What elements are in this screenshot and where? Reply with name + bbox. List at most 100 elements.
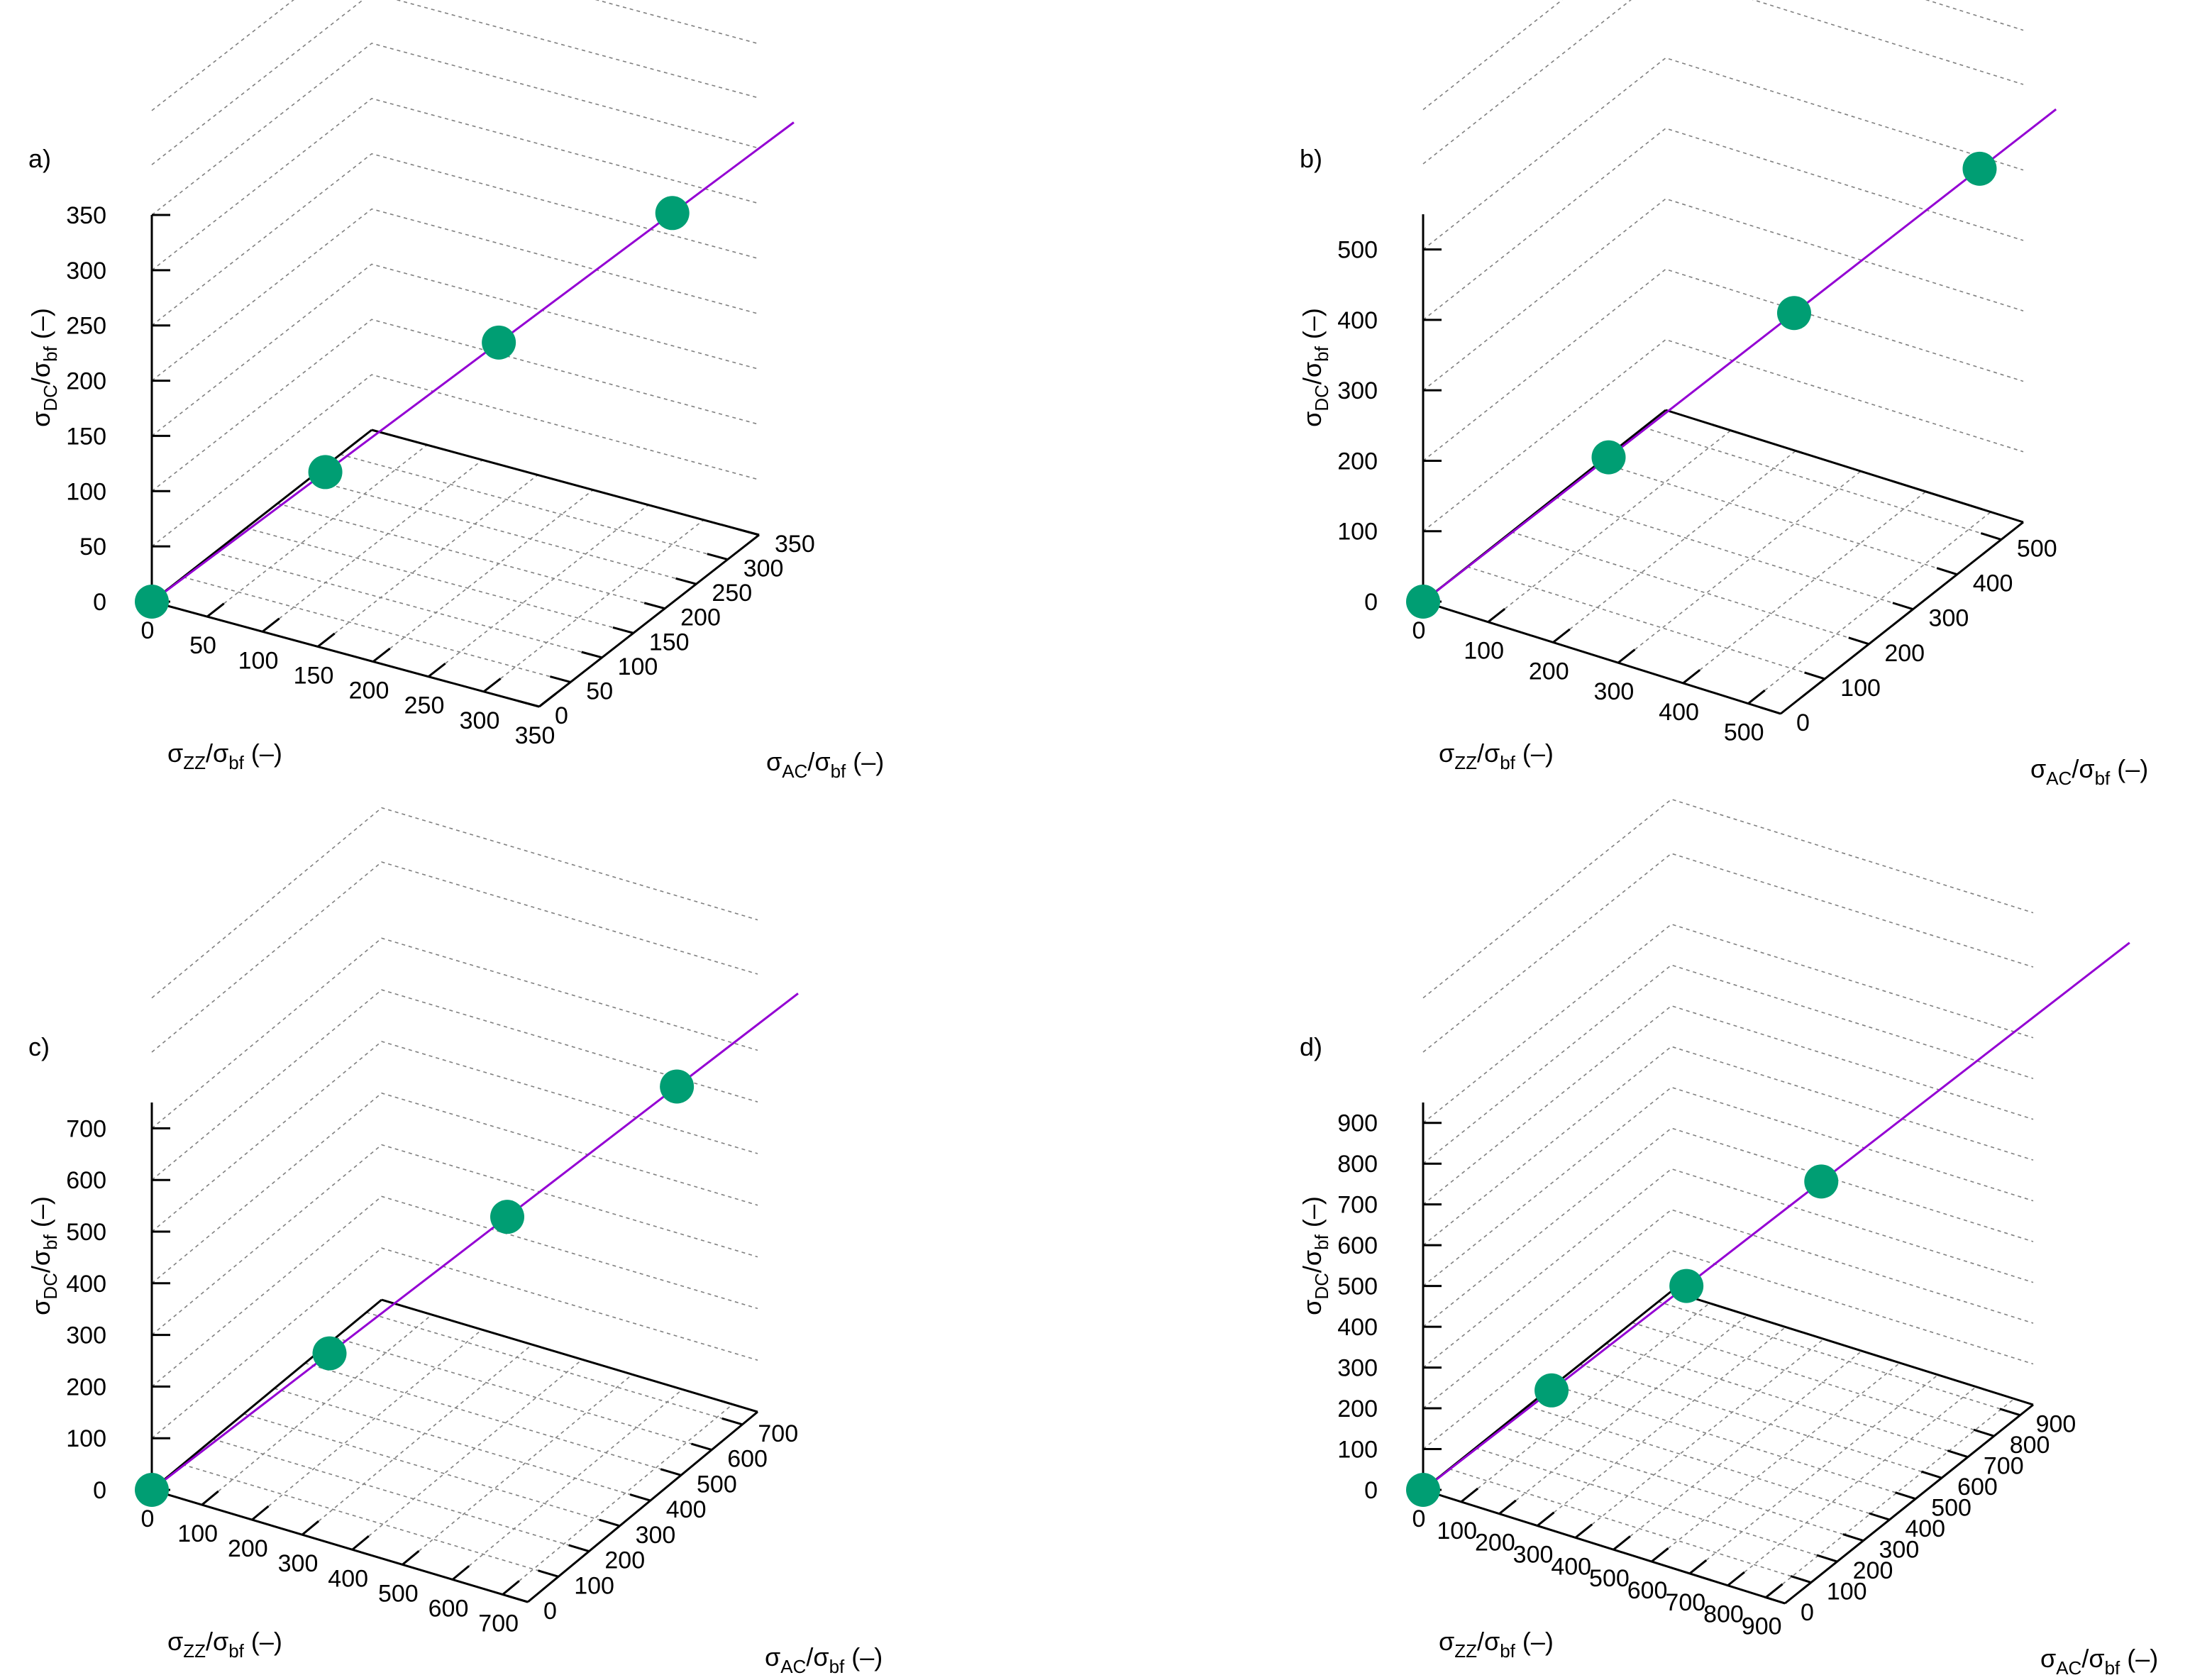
y-tick	[1764, 1596, 1786, 1605]
x-tick-label: 0	[141, 617, 155, 644]
grid-line	[1422, 853, 2034, 1053]
grid-line	[1575, 1338, 1825, 1538]
grid-line	[335, 1337, 712, 1451]
x-tick-label: 250	[404, 692, 445, 719]
z-tick-label: 400	[1337, 307, 1378, 334]
y-tick-label: 200	[604, 1547, 645, 1574]
data-point	[135, 585, 169, 619]
grid-line	[1613, 1350, 1862, 1550]
grid-line	[1501, 1426, 1864, 1542]
grid-line	[213, 1438, 590, 1552]
grid-line	[1422, 57, 2024, 250]
y-tick-label: 300	[636, 1522, 676, 1549]
data-point	[1406, 1473, 1440, 1507]
grid-line	[251, 1329, 482, 1520]
y-tick	[660, 1468, 682, 1476]
y-tick-label: 400	[1905, 1515, 1945, 1542]
grid-line	[1579, 1364, 1942, 1479]
panel-d: 0 100200300400500600700800900010020030040…	[1298, 798, 2158, 1679]
grid-line	[1488, 430, 1732, 623]
x-tick-label: 0	[1412, 617, 1426, 644]
y-tick-label: 100	[1840, 675, 1881, 702]
y-tick-label: 100	[1827, 1579, 1867, 1606]
y-axis-label: σAC/σbf (–)	[2040, 1644, 2158, 1679]
x-tick-label: 500	[378, 1580, 419, 1607]
y-tick-label: 700	[758, 1420, 798, 1447]
x-tick-label: 200	[349, 678, 389, 704]
z-axis-label: σDC/σbf (–)	[1298, 1196, 1332, 1315]
y-tick	[568, 1544, 590, 1552]
z-tick-label: 100	[66, 1425, 106, 1452]
y-tick	[1936, 567, 1958, 576]
z-tick-label: 100	[1337, 519, 1378, 546]
panel-label: b)	[1300, 144, 1322, 173]
grid-line	[1605, 1342, 1969, 1458]
y-tick	[1947, 1449, 1969, 1459]
data-point	[482, 325, 516, 360]
y-axis-label: σAC/σbf (–)	[765, 1642, 883, 1677]
x-tick	[1574, 1523, 1593, 1539]
y-tick	[1816, 1554, 1838, 1563]
y-tick-label: 150	[649, 629, 690, 656]
grid-line	[352, 1359, 583, 1550]
panel-label: d)	[1300, 1032, 1322, 1061]
far-axis	[1671, 1290, 2034, 1406]
z-tick-label: 900	[1337, 1110, 1378, 1137]
x-tick	[262, 617, 280, 633]
grid-line	[151, 1092, 758, 1284]
y-tick-label: 200	[1853, 1557, 1893, 1584]
y-tick	[612, 626, 634, 634]
z-tick-label: 300	[66, 258, 106, 284]
grid-line	[151, 0, 760, 111]
panel-a: 0501001502002503003500501001502002503003…	[26, 0, 884, 782]
x-tick-label: 800	[1703, 1601, 1744, 1628]
grid-line	[274, 1388, 651, 1501]
grid-line	[1422, 1046, 2034, 1246]
x-tick-label: 200	[1529, 658, 1569, 685]
grid-line	[483, 519, 704, 692]
grid-line	[502, 1403, 734, 1596]
x-tick	[538, 692, 557, 708]
panel-label: c)	[28, 1032, 50, 1061]
y-tick-label: 300	[743, 556, 784, 582]
grid-line	[151, 43, 760, 216]
x-tick	[1613, 1535, 1631, 1551]
z-tick-label: 600	[66, 1167, 106, 1194]
x-tick	[1498, 1499, 1517, 1515]
grid-line	[1617, 470, 1862, 663]
grid-line	[1632, 1322, 1994, 1437]
x-tick	[1747, 689, 1766, 704]
grid-line	[402, 1374, 633, 1565]
grid-line	[151, 937, 758, 1129]
y-tick	[1804, 671, 1825, 680]
x-axis-label: σZZ/σbf (–)	[167, 739, 282, 773]
z-tick-label: 400	[1337, 1314, 1378, 1341]
x-tick-label: 100	[238, 647, 279, 674]
fit-line	[151, 993, 799, 1491]
y-axis-label: σAC/σbf (–)	[766, 747, 884, 782]
grid-line	[1765, 1398, 2015, 1598]
z-tick-label: 200	[1337, 448, 1378, 475]
y-tick-label: 900	[2036, 1411, 2076, 1438]
fit-line	[1422, 941, 2130, 1491]
y-tick-label: 0	[555, 702, 568, 729]
z-tick-label: 250	[66, 313, 106, 340]
z-tick-label: 700	[66, 1115, 106, 1142]
x-tick-label: 400	[328, 1565, 368, 1592]
fit-line	[151, 121, 795, 603]
grid-line	[302, 1344, 533, 1535]
grid-line	[304, 1362, 682, 1476]
x-tick	[402, 1550, 420, 1566]
grid-line	[1422, 198, 2024, 391]
x-tick-label: 700	[478, 1610, 519, 1637]
grid-line	[1422, 0, 2024, 165]
y-tick	[629, 1493, 651, 1502]
grid-line	[151, 989, 758, 1181]
x-axis-label: σZZ/σbf (–)	[167, 1627, 282, 1662]
grid-line	[1461, 1303, 1710, 1503]
x-tick-label: 150	[294, 662, 334, 689]
y-tick	[1895, 1491, 1916, 1501]
data-point	[1534, 1373, 1569, 1408]
